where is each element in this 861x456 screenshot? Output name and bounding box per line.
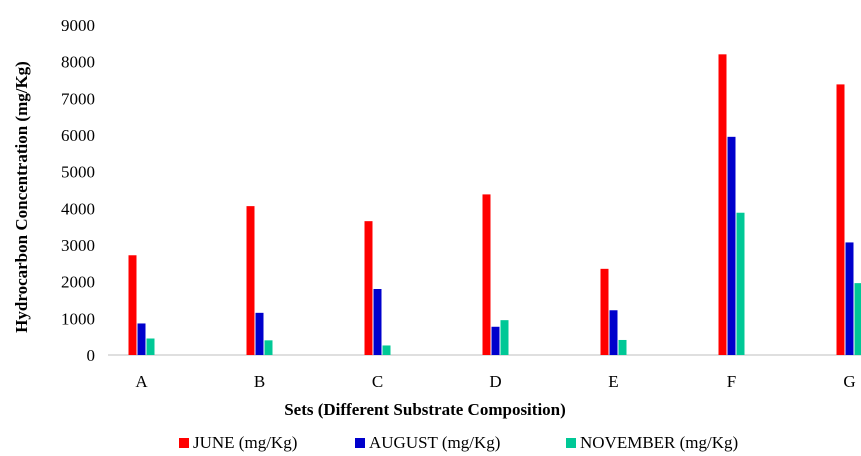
legend-label: AUGUST (mg/Kg) [369, 433, 500, 452]
legend-label: JUNE (mg/Kg) [193, 433, 297, 452]
x-tick-label: F [727, 372, 736, 391]
y-tick-label: 0 [87, 346, 96, 365]
y-tick-label: 1000 [61, 309, 95, 328]
bar [128, 255, 137, 355]
y-tick-label: 7000 [61, 89, 95, 108]
bar [146, 338, 155, 355]
y-tick-label: 6000 [61, 126, 95, 145]
y-axis-title: Hydrocarbon Concentration (mg/Kg) [12, 61, 31, 333]
bar [137, 323, 146, 355]
bar-group-A [128, 255, 155, 355]
bar [609, 310, 618, 355]
y-axis-ticks: 0 1000 2000 3000 4000 5000 6000 7000 8000 9000 [61, 16, 95, 365]
bar [618, 339, 627, 355]
bar [736, 212, 745, 355]
x-tick-label: G [843, 372, 855, 391]
y-tick-label: 4000 [61, 199, 95, 218]
bar [854, 283, 861, 355]
bar [246, 206, 255, 355]
bar [836, 84, 845, 356]
x-tick-label: D [489, 372, 501, 391]
x-axis-ticks: A B C D E F G [135, 372, 855, 391]
y-tick-label: 5000 [61, 163, 95, 182]
bar [482, 194, 491, 355]
x-tick-label: E [608, 372, 618, 391]
legend-swatch [566, 438, 576, 448]
y-tick-label: 3000 [61, 236, 95, 255]
legend-label: NOVEMBER (mg/Kg) [580, 433, 738, 452]
bar [255, 312, 264, 355]
legend-item: JUNE (mg/Kg) [179, 433, 297, 452]
y-tick-label: 9000 [61, 16, 95, 35]
bar [600, 268, 609, 355]
bar-group-B [246, 206, 273, 355]
y-tick-label: 8000 [61, 53, 95, 72]
legend: JUNE (mg/Kg) AUGUST (mg/Kg) NOVEMBER (mg/K… [179, 433, 738, 452]
bar [382, 345, 391, 355]
bar [500, 320, 509, 355]
legend-item: AUGUST (mg/Kg) [355, 433, 500, 452]
y-tick-label: 2000 [61, 273, 95, 292]
legend-swatch [355, 438, 365, 448]
bar [727, 136, 736, 355]
bar-group-E [600, 268, 627, 355]
bar [264, 340, 273, 355]
x-tick-label: A [135, 372, 148, 391]
legend-swatch [179, 438, 189, 448]
bar-groups [128, 54, 861, 356]
bar [718, 54, 727, 355]
legend-item: NOVEMBER (mg/Kg) [566, 433, 738, 452]
bar-group-G [836, 84, 861, 356]
x-axis-title: Sets (Different Substrate Composition) [284, 400, 566, 419]
bar-group-F [718, 54, 745, 355]
x-tick-label: C [372, 372, 383, 391]
bar [364, 221, 373, 355]
bar [845, 242, 854, 355]
x-tick-label: B [254, 372, 265, 391]
bar [491, 326, 500, 355]
bar [373, 289, 382, 355]
bar-group-D [482, 194, 509, 355]
bar-group-C [364, 221, 391, 355]
